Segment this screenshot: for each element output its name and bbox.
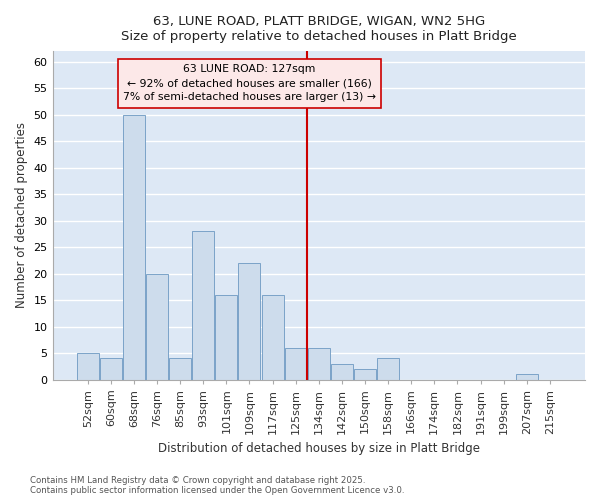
Bar bbox=[262, 295, 284, 380]
X-axis label: Distribution of detached houses by size in Platt Bridge: Distribution of detached houses by size … bbox=[158, 442, 480, 455]
Bar bbox=[192, 232, 214, 380]
Bar bbox=[77, 353, 98, 380]
Bar bbox=[308, 348, 330, 380]
Bar bbox=[331, 364, 353, 380]
Bar bbox=[354, 369, 376, 380]
Bar bbox=[169, 358, 191, 380]
Y-axis label: Number of detached properties: Number of detached properties bbox=[15, 122, 28, 308]
Bar bbox=[284, 348, 307, 380]
Text: 63 LUNE ROAD: 127sqm
← 92% of detached houses are smaller (166)
7% of semi-detac: 63 LUNE ROAD: 127sqm ← 92% of detached h… bbox=[123, 64, 376, 102]
Bar bbox=[123, 114, 145, 380]
Bar bbox=[146, 274, 168, 380]
Bar bbox=[238, 263, 260, 380]
Title: 63, LUNE ROAD, PLATT BRIDGE, WIGAN, WN2 5HG
Size of property relative to detache: 63, LUNE ROAD, PLATT BRIDGE, WIGAN, WN2 … bbox=[121, 15, 517, 43]
Bar bbox=[215, 295, 238, 380]
Bar bbox=[377, 358, 399, 380]
Bar bbox=[516, 374, 538, 380]
Text: Contains HM Land Registry data © Crown copyright and database right 2025.
Contai: Contains HM Land Registry data © Crown c… bbox=[30, 476, 404, 495]
Bar bbox=[100, 358, 122, 380]
